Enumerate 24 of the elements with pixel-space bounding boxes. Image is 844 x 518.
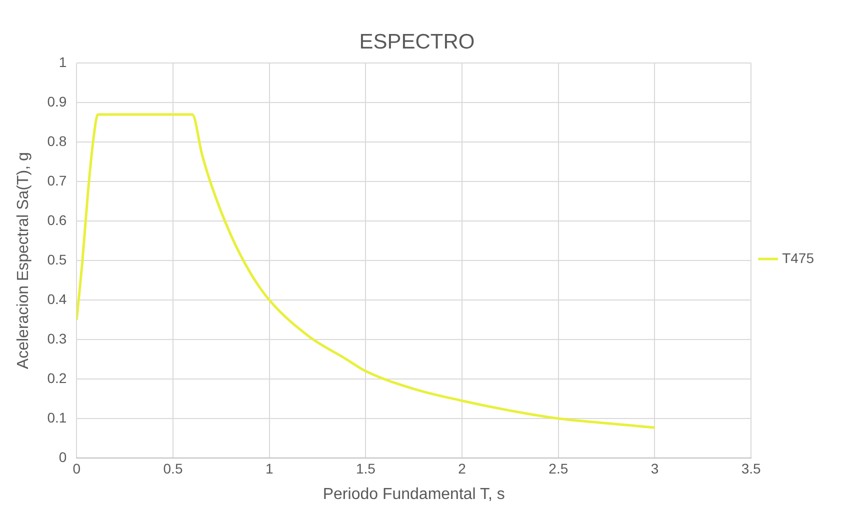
y-tick-label: 0.7 bbox=[47, 172, 67, 188]
x-tick-label: 3.5 bbox=[741, 460, 762, 476]
y-tick-label: 0 bbox=[58, 448, 67, 465]
x-tick-label: 1.5 bbox=[356, 460, 376, 476]
y-tick-label: 0.2 bbox=[47, 370, 67, 386]
y-tick-label: 0.4 bbox=[47, 290, 67, 307]
x-tick-label: 0 bbox=[72, 460, 81, 476]
y-tick-label: 0.1 bbox=[47, 409, 67, 426]
y-tick-label: 0.3 bbox=[47, 330, 67, 346]
legend-label: T475 bbox=[782, 250, 814, 266]
x-tick-label: 2 bbox=[458, 460, 466, 476]
y-tick-label: 1 bbox=[58, 54, 67, 70]
y-axis-title: Aceleracion Espectral Sa(T), g bbox=[15, 152, 32, 370]
y-tick-label: 0.8 bbox=[47, 133, 67, 150]
line-series bbox=[76, 113, 656, 429]
x-tick-label: 1 bbox=[265, 460, 274, 476]
x-tick-label: 2.5 bbox=[548, 460, 568, 476]
chart-title: ESPECTRO bbox=[359, 30, 475, 54]
y-tick-label: 0.5 bbox=[47, 251, 67, 268]
x-tick-label: 0.5 bbox=[163, 460, 183, 476]
x-axis-title: Periodo Fundamental T, s bbox=[322, 486, 505, 503]
y-tick-label: 0.6 bbox=[47, 212, 67, 228]
x-tick-label: 3 bbox=[650, 460, 659, 476]
y-tick-label: 0.9 bbox=[47, 94, 67, 110]
